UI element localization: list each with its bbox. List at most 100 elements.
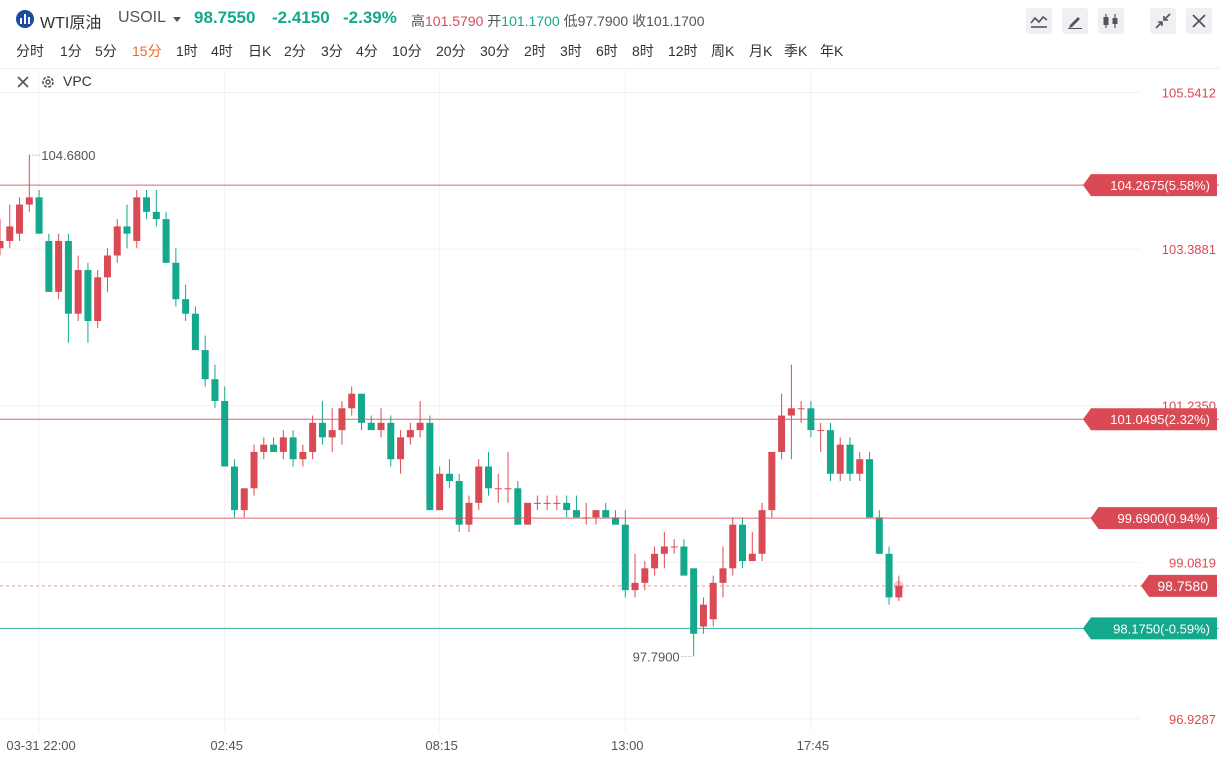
open-value: 101.1700 xyxy=(501,13,560,29)
interval-8[interactable]: 3分 xyxy=(321,43,343,59)
candle-body xyxy=(35,197,43,234)
interval-7[interactable]: 2分 xyxy=(284,43,306,59)
interval-15[interactable]: 6时 xyxy=(596,43,618,59)
interval-9[interactable]: 4分 xyxy=(356,43,378,59)
candle-body xyxy=(875,517,883,554)
candle-body xyxy=(524,502,532,525)
candle-body xyxy=(680,546,688,576)
candlestick-icon[interactable] xyxy=(1098,8,1124,34)
interval-19[interactable]: 月K xyxy=(749,43,773,59)
candle-body xyxy=(182,299,190,314)
candle-body xyxy=(758,510,766,554)
interval-17[interactable]: 12时 xyxy=(668,43,698,59)
candle-body xyxy=(16,204,24,234)
low-marker-label: 97.7900 xyxy=(633,649,680,664)
interval-6[interactable]: 日K xyxy=(248,43,272,59)
interval-18[interactable]: 周K xyxy=(711,43,735,59)
interval-14[interactable]: 3时 xyxy=(560,43,582,59)
interval-5[interactable]: 4时 xyxy=(211,43,233,59)
candle-body xyxy=(143,197,151,212)
interval-0[interactable]: 分时 xyxy=(16,43,44,59)
candle-body xyxy=(113,226,121,256)
candle-body xyxy=(250,451,258,489)
candle-body xyxy=(572,510,580,518)
pencil-icon[interactable] xyxy=(1062,8,1088,34)
current-price-dot xyxy=(893,580,904,591)
candle-body xyxy=(445,473,453,482)
ohlc-summary: 高101.5790 开101.1700 低97.7900 收101.1700 xyxy=(411,11,705,31)
candle-body xyxy=(426,422,434,511)
price-level-label: 98.1750(-0.59%) xyxy=(1113,621,1210,636)
candle-body xyxy=(504,488,512,490)
candle-body xyxy=(25,197,33,205)
collapse-icon[interactable] xyxy=(1150,8,1176,34)
candle-body xyxy=(797,408,805,410)
price-level-label: 99.6900(0.94%) xyxy=(1117,511,1210,526)
interval-16[interactable]: 8时 xyxy=(632,43,654,59)
candle-body xyxy=(768,451,776,511)
candle-body xyxy=(221,401,229,467)
candle-body xyxy=(123,226,131,234)
candle-body xyxy=(631,582,639,591)
symbol-code[interactable]: USOIL xyxy=(118,9,167,26)
candle-body xyxy=(866,459,874,518)
candle-body xyxy=(748,553,756,562)
interval-20[interactable]: 季K xyxy=(784,43,808,59)
candle-body xyxy=(836,444,844,474)
interval-21[interactable]: 年K xyxy=(820,43,844,59)
candle-body xyxy=(328,430,336,438)
candle-body xyxy=(778,415,786,452)
settings-gear-icon[interactable] xyxy=(40,74,56,90)
candle-body xyxy=(543,502,551,504)
interval-12[interactable]: 30分 xyxy=(480,43,510,59)
high-marker-label: 104.6800 xyxy=(41,148,95,163)
symbol-name[interactable]: WTI原油 xyxy=(40,15,102,32)
candle-body xyxy=(377,422,385,431)
candle-body xyxy=(260,444,268,452)
candle-body xyxy=(895,585,903,598)
candle-body xyxy=(84,270,92,321)
candle-body xyxy=(846,444,854,474)
current-price-tag xyxy=(1141,574,1217,597)
candle-body xyxy=(0,240,4,249)
candle-body xyxy=(416,422,424,431)
candle-body xyxy=(612,517,620,525)
interval-3[interactable]: 15分 xyxy=(132,43,162,59)
interval-11[interactable]: 20分 xyxy=(436,43,466,59)
interval-1[interactable]: 1分 xyxy=(60,43,82,59)
symbol-dropdown-icon[interactable] xyxy=(173,17,181,22)
close-icon[interactable] xyxy=(1186,8,1212,34)
candle-body xyxy=(309,422,317,452)
candle-body xyxy=(230,466,238,511)
interval-10[interactable]: 10分 xyxy=(392,43,422,59)
candle-body xyxy=(670,546,678,548)
candle-body xyxy=(709,582,717,620)
candle-body xyxy=(856,459,864,474)
interval-4[interactable]: 1时 xyxy=(176,43,198,59)
interval-2[interactable]: 5分 xyxy=(95,43,117,59)
low-value: 97.7900 xyxy=(577,13,629,29)
candle-body xyxy=(739,524,747,562)
candle-body xyxy=(133,197,141,241)
draw-line-icon[interactable] xyxy=(1026,8,1052,34)
price-change-percent: -2.39% xyxy=(343,8,397,27)
candle-body xyxy=(729,524,737,569)
candle-body xyxy=(172,262,180,300)
candle-body xyxy=(279,437,287,452)
price-level-label: 104.2675(5.58%) xyxy=(1110,178,1210,193)
candle-body xyxy=(660,546,668,554)
top-bar: WTI原油 USOIL 98.7550 -2.4150 -2.39% 高101.… xyxy=(0,0,1219,38)
remove-indicator-icon[interactable] xyxy=(16,75,30,89)
interval-13[interactable]: 2时 xyxy=(524,43,546,59)
candle-body xyxy=(592,510,600,518)
candle-body xyxy=(455,481,463,525)
interval-selector: 分时 1分 5分 15分 1时 4时 日K 2分 3分 4分 10分 20分 30分 2时 3时 6时 8时 12… xyxy=(0,38,900,62)
candle-body xyxy=(191,313,199,351)
candle-body xyxy=(602,510,610,518)
price-change: -2.4150 xyxy=(272,8,330,27)
candle-body xyxy=(699,604,707,627)
candle-body xyxy=(563,502,571,511)
x-tick-label: 13:00 xyxy=(611,738,644,753)
price-level-tag xyxy=(1090,507,1217,530)
